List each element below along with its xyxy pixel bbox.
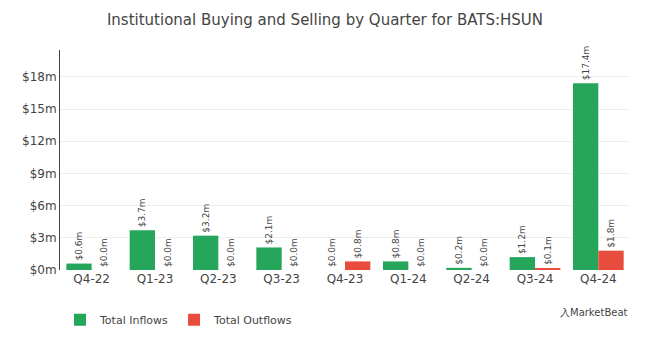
svg-text:Q4-22: Q4-22 [73,272,110,286]
svg-text:$1.8m: $1.8m [606,219,616,248]
svg-text:$12m: $12m [22,134,57,148]
svg-text:$15m: $15m [22,102,57,116]
svg-text:$0.1m: $0.1m [543,236,553,265]
svg-text:$9m: $9m [30,167,57,181]
svg-text:Q4-23: Q4-23 [327,272,364,286]
svg-text:⼊MarketBeat: ⼊MarketBeat [560,307,628,318]
svg-text:Q2-23: Q2-23 [200,272,237,286]
svg-text:$0.0m: $0.0m [416,238,426,267]
svg-text:$0.8m: $0.8m [391,230,401,259]
svg-text:Q1-24: Q1-24 [390,272,427,286]
svg-text:$6m: $6m [30,199,57,213]
svg-text:$0.0m: $0.0m [327,238,337,267]
svg-text:$3.2m: $3.2m [201,204,211,233]
svg-text:Total Outflows: Total Outflows [213,314,292,327]
svg-text:Total Inflows: Total Inflows [99,314,168,327]
svg-text:$17.4m: $17.4m [581,46,591,81]
svg-text:Q2-24: Q2-24 [453,272,490,286]
svg-text:$3m: $3m [30,231,57,245]
svg-text:$0.0m: $0.0m [226,238,236,267]
svg-text:Q4-24: Q4-24 [580,272,617,286]
svg-text:Q1-23: Q1-23 [137,272,174,286]
svg-text:$0.0m: $0.0m [289,238,299,267]
svg-text:$0.8m: $0.8m [353,230,363,259]
svg-text:$0m: $0m [30,263,57,277]
svg-text:$0.6m: $0.6m [74,232,84,261]
svg-text:$0.0m: $0.0m [163,238,173,267]
svg-text:$1.2m: $1.2m [517,225,527,254]
svg-text:$18m: $18m [22,70,57,84]
svg-text:Q3-23: Q3-23 [263,272,300,286]
svg-text:$2.1m: $2.1m [264,216,274,245]
svg-text:$0.0m: $0.0m [479,238,489,267]
svg-text:$0.0m: $0.0m [99,238,109,267]
svg-text:$3.7m: $3.7m [137,198,147,227]
svg-text:Institutional Buying and Selli: Institutional Buying and Selling by Quar… [107,11,543,29]
svg-text:$0.2m: $0.2m [454,236,464,265]
svg-text:Q3-24: Q3-24 [517,272,554,286]
